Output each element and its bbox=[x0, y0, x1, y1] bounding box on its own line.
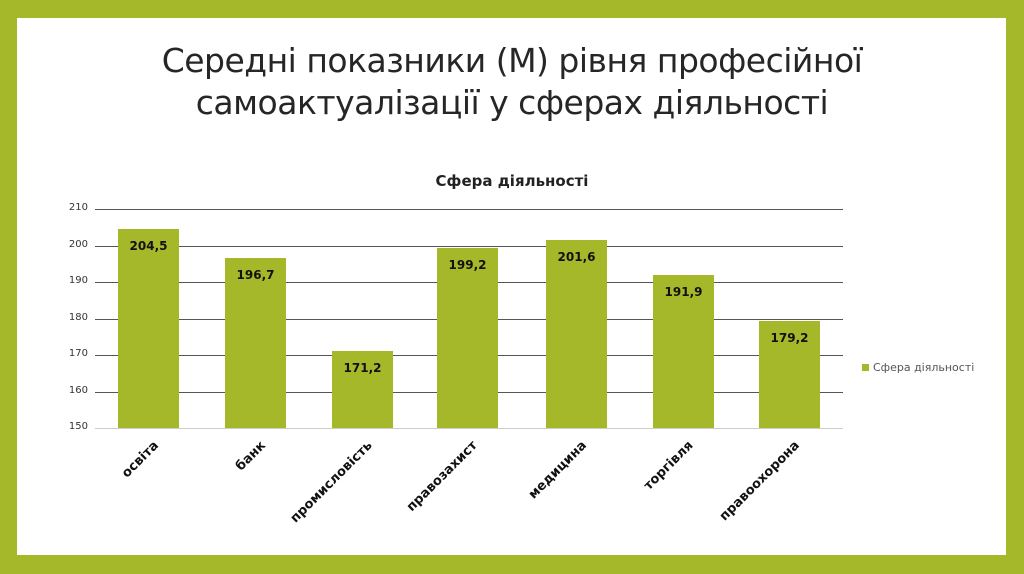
legend-swatch bbox=[862, 364, 869, 371]
chart-title: Сфера діяльності bbox=[435, 172, 589, 190]
y-tick-label: 150 bbox=[68, 421, 88, 432]
slide-title: Середні показники (М) рівня професійної … bbox=[0, 40, 1024, 124]
bar: 204,5 bbox=[118, 229, 179, 428]
bar-value-label: 179,2 bbox=[770, 331, 809, 346]
bar: 201,6 bbox=[546, 239, 607, 428]
y-tick-label: 180 bbox=[68, 311, 88, 323]
bar: 171,2 bbox=[332, 350, 393, 428]
legend: Сфера діяльності bbox=[862, 361, 974, 374]
bar-value-label: 201,6 bbox=[557, 249, 596, 264]
plot-area: 204,5 196,7 171,2 199,2 201,6 191,9 179,2 bbox=[95, 209, 843, 429]
y-tick-label: 190 bbox=[68, 275, 88, 286]
bar: 196,7 bbox=[225, 257, 286, 428]
legend-label: Сфера діяльності bbox=[873, 361, 975, 374]
bar: 199,2 bbox=[437, 248, 498, 428]
slide-title-line-1: Середні показники (М) рівня професійної bbox=[161, 41, 863, 80]
bar-value-label: 199,2 bbox=[448, 258, 487, 273]
slide-background bbox=[17, 18, 1006, 555]
bar-value-label: 191,9 bbox=[664, 285, 703, 300]
y-tick-label: 200 bbox=[68, 238, 88, 250]
gridline bbox=[95, 245, 843, 247]
bar-value-label: 204,5 bbox=[129, 239, 168, 254]
bar: 179,2 bbox=[759, 321, 820, 428]
y-tick-label: 170 bbox=[68, 348, 88, 359]
slide-title-line-2: самоактуалізації у сферах діяльності bbox=[195, 83, 829, 122]
bar-value-label: 196,7 bbox=[236, 267, 275, 282]
gridline bbox=[95, 209, 843, 210]
y-tick-label: 210 bbox=[68, 202, 88, 213]
bar: 191,9 bbox=[653, 275, 714, 428]
y-tick-label: 160 bbox=[68, 384, 88, 396]
bar-value-label: 171,2 bbox=[343, 360, 382, 375]
gridline bbox=[95, 428, 843, 429]
